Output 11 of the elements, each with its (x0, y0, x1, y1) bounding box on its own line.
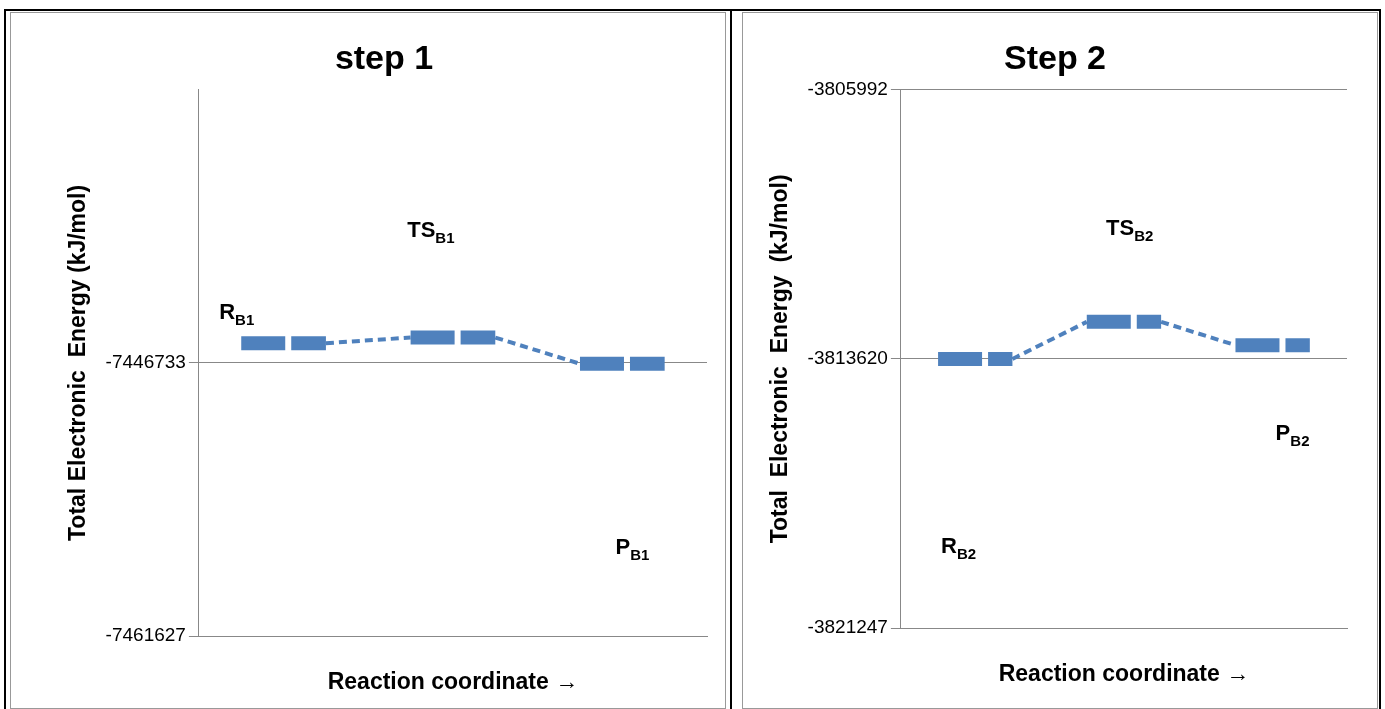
y-tick-label: -3805992 (807, 78, 888, 100)
y-axis-title: Total Electronic Energy (kJ/mol) (766, 174, 793, 544)
y-axis-title: Total Electronic Energy (kJ/mol) (64, 184, 91, 541)
chart-title: step 1 (334, 37, 434, 76)
y-tick-label: -3821247 (807, 616, 888, 638)
y-tick-label: -7446733 (105, 351, 186, 373)
chart-title: Step 2 (1003, 37, 1107, 76)
x-axis-title: Reaction coordinate → (327, 667, 579, 694)
x-axis-title: Reaction coordinate → (998, 659, 1250, 686)
y-tick-label: -7461627 (105, 624, 186, 646)
y-tick-label: -3813620 (807, 347, 888, 369)
